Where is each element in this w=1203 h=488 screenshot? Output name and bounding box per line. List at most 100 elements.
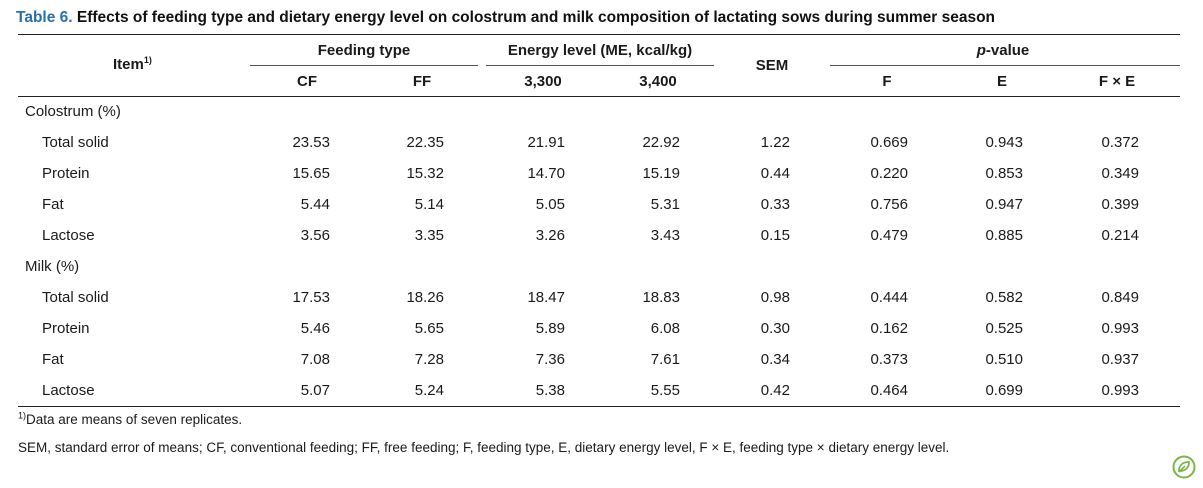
footnote-2: SEM, standard error of means; CF, conven… [18, 440, 950, 455]
cell-p-fxe: 0.937 [1101, 351, 1139, 368]
cell-p-f: 0.373 [870, 351, 908, 368]
section-row: Milk (%) [0, 251, 1203, 282]
table-row: Protein 15.65 15.32 14.70 15.19 0.44 0.220 0.85… [0, 158, 1203, 189]
cell-3300: 18.47 [527, 289, 565, 306]
footnote-1: 1)Data are means of seven replicates. [18, 410, 243, 427]
cell-ff: 5.14 [414, 196, 444, 213]
cell-3400: 5.31 [650, 196, 680, 213]
cell-3400: 15.19 [642, 165, 680, 182]
row-item-label: Total solid [42, 289, 109, 306]
section-label: Colostrum (%) [25, 103, 121, 120]
cell-3400: 7.61 [650, 351, 680, 368]
cell-p-e: 0.510 [985, 351, 1023, 368]
table-caption: Effects of feeding type and dietary ener… [72, 9, 996, 26]
sem-header: SEM [755, 57, 789, 74]
cell-cf: 23.53 [292, 134, 330, 151]
row-item-label: Fat [42, 196, 64, 213]
item-header: Item1) [113, 55, 152, 74]
cell-ff: 7.28 [414, 351, 444, 368]
cell-sem: 0.98 [760, 289, 790, 306]
cell-3300: 5.89 [535, 320, 565, 337]
cell-cf: 3.56 [300, 227, 330, 244]
p-value-rule [830, 65, 1180, 66]
cell-p-f: 0.444 [870, 289, 908, 306]
cell-sem: 0.30 [760, 320, 790, 337]
cell-p-f: 0.669 [870, 134, 908, 151]
cell-p-f: 0.756 [870, 196, 908, 213]
table-row: Fat 5.44 5.14 5.05 5.31 0.33 0.756 0.947 0.399 [0, 189, 1203, 220]
cell-ff: 22.35 [406, 134, 444, 151]
table-row: Protein 5.46 5.65 5.89 6.08 0.30 0.162 0.525 0.9… [0, 313, 1203, 344]
p-value-header: p-value [976, 42, 1030, 59]
cell-3400: 18.83 [642, 289, 680, 306]
section-row: Colostrum (%) [0, 96, 1203, 127]
header-bottom-rule [18, 96, 1180, 97]
cell-sem: 0.15 [760, 227, 790, 244]
cell-3400: 3.43 [650, 227, 680, 244]
cell-3300: 5.05 [535, 196, 565, 213]
table-row: Lactose 3.56 3.35 3.26 3.43 0.15 0.479 0.885 0.2… [0, 220, 1203, 251]
energy-level-rule [486, 65, 714, 66]
cell-3300: 3.26 [535, 227, 565, 244]
cell-p-fxe: 0.993 [1101, 382, 1139, 399]
cell-cf: 5.44 [300, 196, 330, 213]
cell-p-fxe: 0.214 [1101, 227, 1139, 244]
col-header-cf: CF [297, 73, 317, 90]
cell-sem: 1.22 [760, 134, 790, 151]
cell-ff: 3.35 [414, 227, 444, 244]
cell-p-e: 0.699 [985, 382, 1023, 399]
cell-cf: 15.65 [292, 165, 330, 182]
col-header-ff: FF [412, 73, 432, 90]
cell-3400: 6.08 [650, 320, 680, 337]
table-bottom-rule [18, 406, 1180, 407]
cell-cf: 5.46 [300, 320, 330, 337]
cell-cf: 17.53 [292, 289, 330, 306]
cell-p-fxe: 0.993 [1101, 320, 1139, 337]
table-row: Lactose 5.07 5.24 5.38 5.55 0.42 0.464 0.699 0.9… [0, 375, 1203, 406]
cell-p-e: 0.525 [985, 320, 1023, 337]
leaf-logo-icon [1172, 455, 1196, 479]
col-header-3300: 3,300 [524, 73, 562, 90]
cell-3400: 22.92 [642, 134, 680, 151]
table-row: Total solid 23.53 22.35 21.91 22.92 1.22 0.669… [0, 127, 1203, 158]
feeding-type-header: Feeding type [317, 42, 411, 59]
table-title: Table 6. Effects of feeding type and die… [16, 9, 995, 27]
cell-p-e: 0.853 [985, 165, 1023, 182]
cell-3400: 5.55 [650, 382, 680, 399]
table-row: Fat 7.08 7.28 7.36 7.61 0.34 0.373 0.510 0.937 [0, 344, 1203, 375]
cell-sem: 0.33 [760, 196, 790, 213]
top-rule [18, 34, 1180, 35]
cell-3300: 14.70 [527, 165, 565, 182]
cell-3300: 21.91 [527, 134, 565, 151]
col-header-3400: 3,400 [639, 73, 677, 90]
cell-p-fxe: 0.399 [1101, 196, 1139, 213]
row-item-label: Lactose [42, 382, 95, 399]
row-item-label: Protein [42, 165, 90, 182]
col-header-fxe: F × E [1098, 73, 1136, 90]
row-item-label: Total solid [42, 134, 109, 151]
cell-sem: 0.42 [760, 382, 790, 399]
cell-p-f: 0.220 [870, 165, 908, 182]
cell-3300: 7.36 [535, 351, 565, 368]
cell-p-fxe: 0.349 [1101, 165, 1139, 182]
cell-cf: 5.07 [300, 382, 330, 399]
cell-p-fxe: 0.849 [1101, 289, 1139, 306]
energy-level-header: Energy level (ME, kcal/kg) [507, 42, 693, 59]
cell-p-e: 0.947 [985, 196, 1023, 213]
table-row: Total solid 17.53 18.26 18.47 18.83 0.98 0.444… [0, 282, 1203, 313]
cell-p-f: 0.479 [870, 227, 908, 244]
cell-ff: 18.26 [406, 289, 444, 306]
row-item-label: Fat [42, 351, 64, 368]
section-label: Milk (%) [25, 258, 80, 275]
row-item-label: Protein [42, 320, 90, 337]
cell-p-f: 0.162 [870, 320, 908, 337]
cell-ff: 5.24 [414, 382, 444, 399]
cell-p-e: 0.943 [985, 134, 1023, 151]
cell-p-e: 0.582 [985, 289, 1023, 306]
cell-p-fxe: 0.372 [1101, 134, 1139, 151]
cell-p-e: 0.885 [985, 227, 1023, 244]
cell-sem: 0.44 [760, 165, 790, 182]
table-label: Table 6. [16, 9, 73, 26]
cell-3300: 5.38 [535, 382, 565, 399]
col-header-e: E [996, 73, 1008, 90]
